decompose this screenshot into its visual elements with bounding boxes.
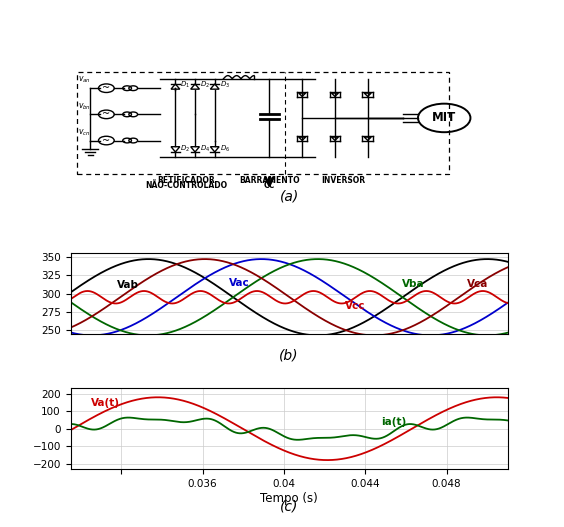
Text: Vcc: Vcc — [345, 301, 365, 311]
Text: ~: ~ — [102, 83, 111, 93]
Text: $D_4$: $D_4$ — [200, 143, 210, 153]
Text: $v_{an}$: $v_{an}$ — [78, 75, 91, 85]
Text: Vca: Vca — [467, 279, 488, 289]
Text: MIT: MIT — [432, 111, 456, 124]
X-axis label: Tempo (s): Tempo (s) — [260, 492, 318, 504]
Text: $D_2$: $D_2$ — [180, 143, 190, 153]
Text: Vba: Vba — [402, 279, 425, 289]
Text: Vab: Vab — [117, 280, 139, 290]
Text: NÃO-CONTROLADO: NÃO-CONTROLADO — [146, 181, 227, 190]
Text: (c): (c) — [280, 500, 298, 514]
Bar — [77, 72, 448, 174]
Text: $D_2$: $D_2$ — [200, 80, 210, 90]
Text: Vac: Vac — [229, 278, 250, 288]
Text: BARRAMENTO: BARRAMENTO — [239, 175, 299, 185]
Text: RETIFICADOR: RETIFICADOR — [157, 175, 215, 185]
Text: $D_3$: $D_3$ — [219, 80, 230, 90]
Text: $v_{bn}$: $v_{bn}$ — [78, 101, 91, 112]
Text: ~: ~ — [102, 110, 111, 120]
Text: ~: ~ — [102, 135, 111, 145]
Text: CC: CC — [264, 181, 275, 190]
Text: Va(t): Va(t) — [91, 398, 120, 408]
Text: ia(t): ia(t) — [382, 417, 407, 427]
Text: INVERSOR: INVERSOR — [321, 175, 365, 185]
Text: $v_{cn}$: $v_{cn}$ — [78, 127, 91, 138]
Text: $D_6$: $D_6$ — [219, 143, 230, 153]
Text: (a): (a) — [279, 190, 299, 204]
Text: $D_1$: $D_1$ — [180, 80, 190, 90]
Text: (b): (b) — [279, 348, 299, 363]
